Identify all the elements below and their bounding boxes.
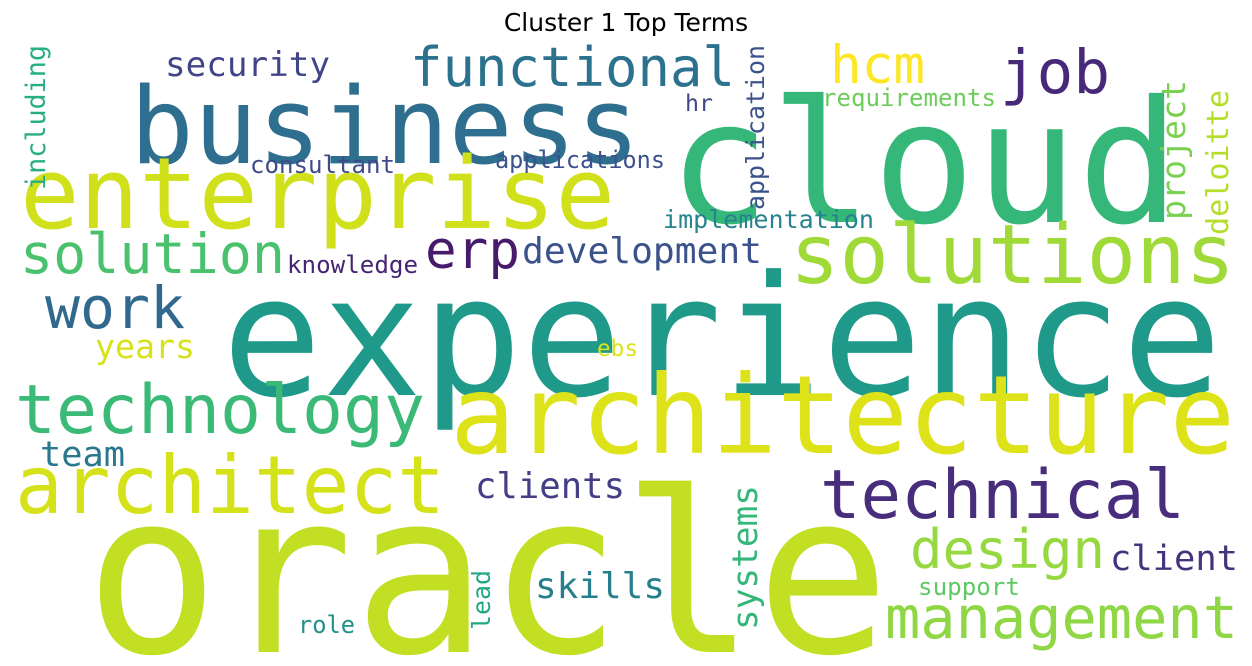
word: job xyxy=(1000,37,1110,108)
word: knowledge xyxy=(287,251,418,279)
title: Cluster 1 Top Terms xyxy=(504,8,748,37)
word: including xyxy=(21,45,52,190)
word: architect xyxy=(15,439,445,532)
word: team xyxy=(40,435,125,475)
word: security xyxy=(165,45,330,85)
word: systems xyxy=(726,485,766,630)
word: oracle xyxy=(85,444,890,666)
word: client xyxy=(1110,539,1238,579)
word: project xyxy=(1154,80,1193,220)
word: implementation xyxy=(663,205,874,234)
word: support xyxy=(918,573,1020,601)
word: deloitte xyxy=(1201,90,1236,235)
word: functional xyxy=(410,36,735,99)
word: solutions xyxy=(790,208,1235,303)
word: experience xyxy=(222,241,1222,435)
word: ebs xyxy=(597,336,638,362)
word: work xyxy=(45,274,185,342)
word: development xyxy=(522,231,762,272)
word: management xyxy=(885,583,1238,652)
word: skills xyxy=(535,566,665,607)
word: lead xyxy=(467,570,496,630)
word: design xyxy=(910,518,1105,581)
word: enterprise xyxy=(20,137,615,252)
word: solution xyxy=(20,222,285,286)
word: erp xyxy=(425,220,520,281)
word: application xyxy=(741,45,770,210)
word: hcm xyxy=(830,35,925,96)
word: clients xyxy=(475,466,625,507)
word: years xyxy=(95,327,195,366)
word: role xyxy=(298,611,355,639)
word: technology xyxy=(15,371,425,450)
word: hr xyxy=(685,91,713,117)
word: consultant xyxy=(250,151,395,179)
word: architecture xyxy=(450,352,1235,479)
word: business xyxy=(130,65,640,188)
word: cloud xyxy=(668,65,1180,263)
word: applications xyxy=(495,146,665,174)
word: technical xyxy=(820,456,1185,535)
word: requirements xyxy=(822,84,996,112)
